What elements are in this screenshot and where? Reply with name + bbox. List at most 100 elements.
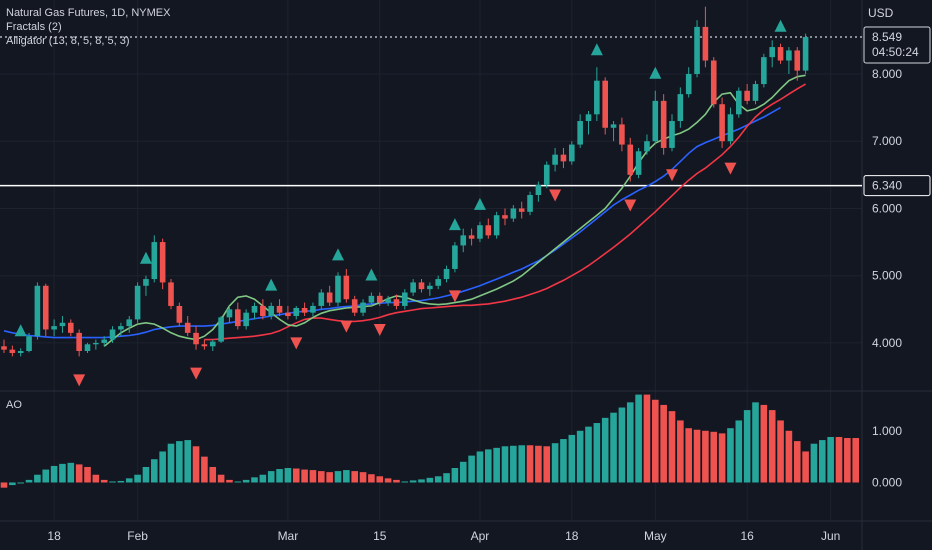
candle-body[interactable] <box>51 326 57 330</box>
ao-bar[interactable] <box>0 482 8 488</box>
candle-body[interactable] <box>9 349 16 354</box>
ao-bar[interactable] <box>468 455 475 483</box>
ao-bar[interactable] <box>585 426 592 483</box>
ao-bar[interactable] <box>42 469 50 483</box>
ao-bar[interactable] <box>384 478 392 483</box>
ao-bar[interactable] <box>217 474 225 483</box>
ao-bar[interactable] <box>459 461 467 483</box>
ao-bar[interactable] <box>526 445 534 483</box>
ao-bar[interactable] <box>117 480 125 483</box>
ao-bar[interactable] <box>668 411 676 483</box>
candle-body[interactable] <box>251 305 258 313</box>
ao-bar[interactable] <box>601 417 609 483</box>
ao-bar[interactable] <box>768 410 776 483</box>
ao-bar[interactable] <box>267 471 275 483</box>
ao-bar[interactable] <box>793 441 801 483</box>
ao-bar[interactable] <box>318 471 325 483</box>
candle-body[interactable] <box>151 242 158 280</box>
candle-body[interactable] <box>101 339 107 343</box>
candle-body[interactable] <box>510 208 517 219</box>
candle-body[interactable] <box>535 184 542 195</box>
ao-bar[interactable] <box>685 428 692 483</box>
candle-body[interactable] <box>351 299 358 313</box>
ao-bar[interactable] <box>192 446 200 483</box>
ao-bar[interactable] <box>735 420 743 483</box>
ao-bar[interactable] <box>518 445 525 483</box>
candle-body[interactable] <box>427 285 433 290</box>
ao-bar[interactable] <box>493 447 500 483</box>
ao-bar[interactable] <box>159 451 166 483</box>
candle-body[interactable] <box>619 124 625 145</box>
ao-bar[interactable] <box>393 479 400 483</box>
ao-bar[interactable] <box>75 464 83 483</box>
ao-bar[interactable] <box>543 446 551 483</box>
ao-bar[interactable] <box>835 436 843 483</box>
candle-body[interactable] <box>761 57 767 85</box>
ao-bar[interactable] <box>92 474 100 483</box>
candle-body[interactable] <box>376 295 383 303</box>
ao-bar[interactable] <box>593 423 601 483</box>
ao-bar[interactable] <box>476 451 484 483</box>
candle-body[interactable] <box>68 322 74 333</box>
candle-body[interactable] <box>410 282 416 293</box>
candle-body[interactable] <box>677 94 684 122</box>
candle-body[interactable] <box>752 84 759 101</box>
candle-body[interactable] <box>285 312 291 317</box>
ao-bar[interactable] <box>84 466 91 483</box>
ao-bar[interactable] <box>485 449 492 483</box>
ao-bar[interactable] <box>109 481 116 483</box>
candle-body[interactable] <box>493 215 500 236</box>
ao-bar[interactable] <box>59 463 66 483</box>
ao-bar[interactable] <box>827 436 834 483</box>
candle-body[interactable] <box>702 26 709 61</box>
candle-body[interactable] <box>1 346 7 350</box>
candle-body[interactable] <box>594 80 600 115</box>
ao-bar[interactable] <box>535 445 542 483</box>
candle-body[interactable] <box>710 60 717 105</box>
ao-bar[interactable] <box>426 477 434 483</box>
candle-body[interactable] <box>118 326 124 330</box>
candle-body[interactable] <box>301 307 308 313</box>
ao-bar[interactable] <box>125 478 133 483</box>
ao-bar[interactable] <box>785 430 793 483</box>
candle-body[interactable] <box>627 144 634 175</box>
candle-body[interactable] <box>736 90 742 115</box>
ao-bar[interactable] <box>309 470 317 483</box>
ao-bar[interactable] <box>209 466 217 483</box>
candle-body[interactable] <box>660 100 667 148</box>
ao-legend[interactable]: AO <box>6 399 22 411</box>
candle-body[interactable] <box>218 317 224 342</box>
ao-bar[interactable] <box>643 394 651 483</box>
candle-body[interactable] <box>769 47 775 58</box>
candle-body[interactable] <box>485 225 492 236</box>
ao-bar[interactable] <box>618 407 626 483</box>
ao-bar[interactable] <box>242 479 250 483</box>
candle-body[interactable] <box>777 47 784 61</box>
symbol-title[interactable]: Natural Gas Futures, 1D, NYMEX <box>6 7 171 19</box>
candle-body[interactable] <box>335 275 341 303</box>
candle-body[interactable] <box>518 208 525 212</box>
ao-bar[interactable] <box>568 434 576 483</box>
candle-body[interactable] <box>577 121 583 145</box>
ao-bar[interactable] <box>819 440 826 483</box>
candle-body[interactable] <box>644 141 650 152</box>
candle-body[interactable] <box>260 305 266 317</box>
candle-body[interactable] <box>17 351 24 354</box>
candle-body[interactable] <box>42 285 49 330</box>
candle-body[interactable] <box>243 312 249 327</box>
ao-bar[interactable] <box>451 468 459 483</box>
candle-body[interactable] <box>326 292 333 303</box>
candle-body[interactable] <box>168 282 174 306</box>
ao-bar[interactable] <box>434 476 442 483</box>
candle-body[interactable] <box>134 285 141 320</box>
ao-bar[interactable] <box>576 430 584 483</box>
ao-bar[interactable] <box>752 402 759 483</box>
ao-bar[interactable] <box>844 438 851 483</box>
candle-body[interactable] <box>84 344 91 351</box>
candle-body[interactable] <box>685 73 692 95</box>
ao-bar[interactable] <box>418 479 425 483</box>
candle-body[interactable] <box>435 279 441 286</box>
candle-body[interactable] <box>193 332 199 345</box>
candle-body[interactable] <box>143 279 149 286</box>
ao-bar[interactable] <box>276 469 283 483</box>
